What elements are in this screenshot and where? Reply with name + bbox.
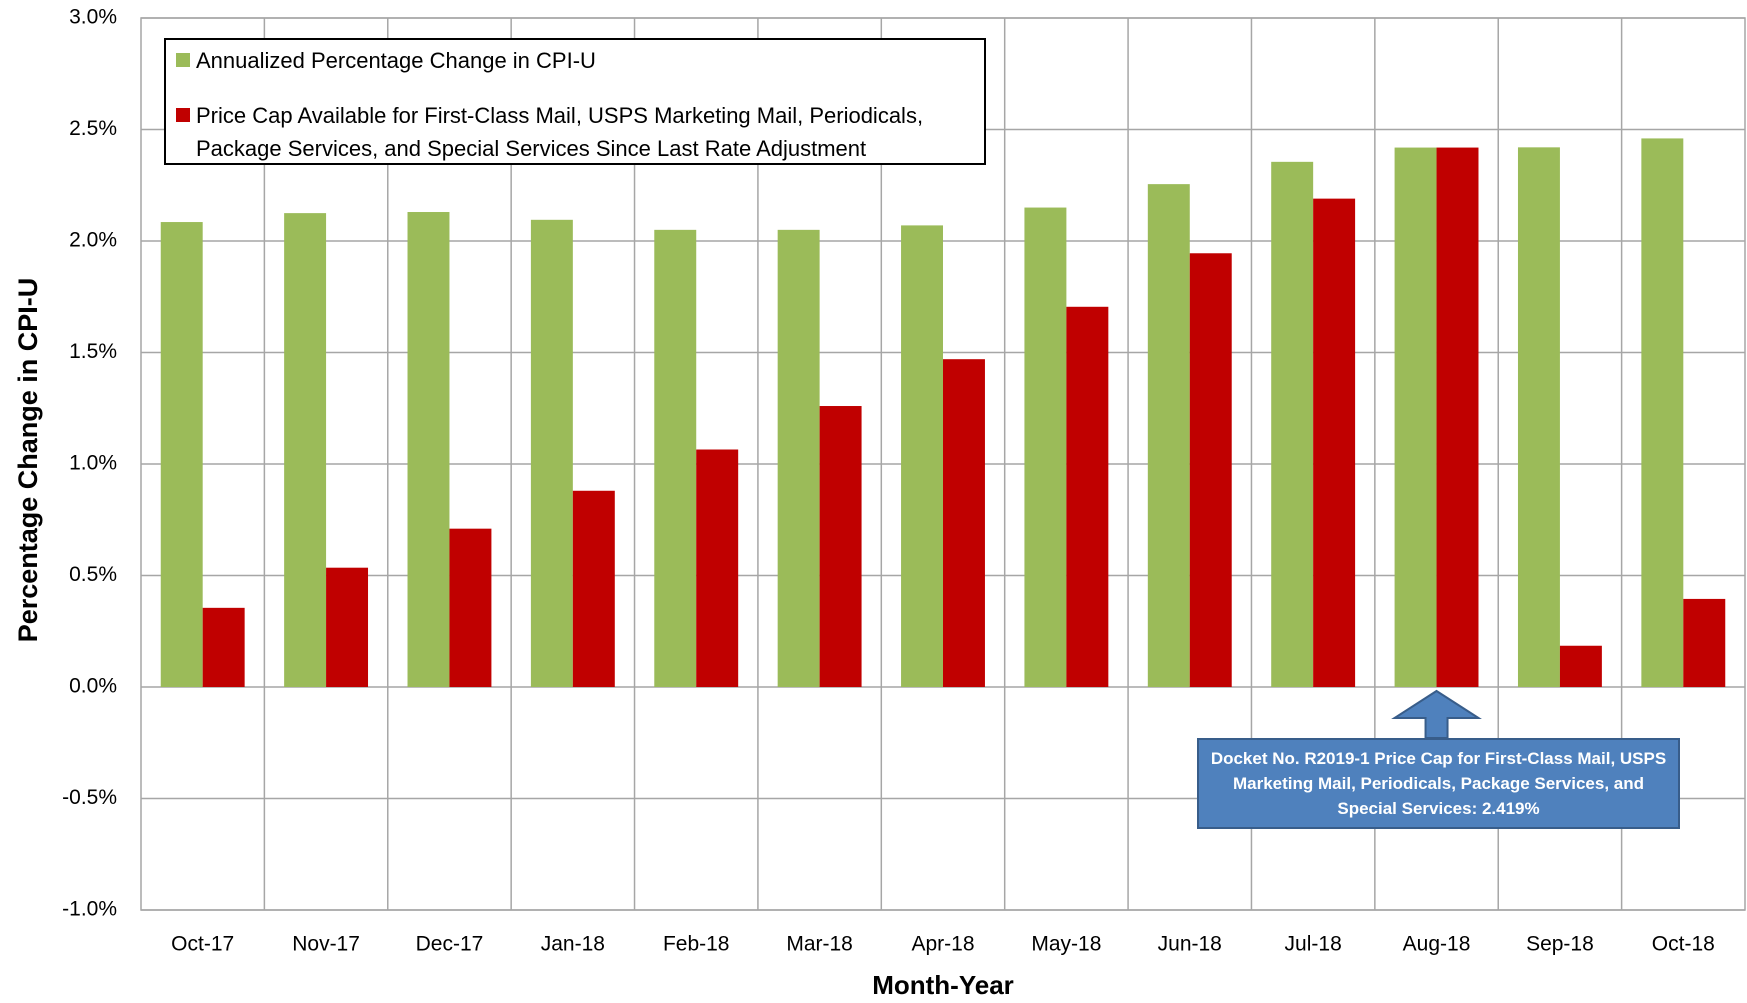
bar [530, 219, 573, 687]
y-tick-label: 3.0% [69, 6, 117, 29]
bar [1517, 147, 1560, 688]
bar [1066, 306, 1109, 687]
x-tick-label: Dec-17 [416, 933, 484, 956]
x-tick-label: Feb-18 [663, 933, 730, 956]
legend-swatch [176, 108, 190, 122]
plot-border [140, 17, 1746, 911]
bar [1436, 147, 1479, 688]
y-tick-label: -0.5% [62, 786, 117, 809]
bar [654, 229, 697, 687]
y-tick-label: 1.5% [69, 340, 117, 363]
annotation: Docket No. R2019-1 Price Cap for First-C… [1197, 738, 1680, 829]
bar [202, 607, 245, 687]
bar [326, 567, 369, 687]
y-axis-title: Percentage Change in CPI-U [13, 278, 43, 643]
bar [1313, 198, 1356, 687]
legend-swatch [176, 53, 190, 67]
bar [1271, 161, 1314, 687]
y-tick-label: 0.5% [69, 563, 117, 586]
bar [284, 213, 327, 687]
bar [572, 490, 615, 687]
x-tick-label: Nov-17 [292, 933, 360, 956]
bar [407, 212, 450, 687]
legend: Annualized Percentage Change in CPI-U Pri… [164, 38, 986, 165]
bar [449, 528, 492, 687]
x-tick-label: Apr-18 [911, 933, 974, 956]
x-axis-title: Month-Year [872, 970, 1014, 1000]
x-tick-label: Sep-18 [1526, 933, 1594, 956]
legend-label: Price Cap Available for First-Class Mail… [196, 103, 924, 161]
y-tick-label: 1.0% [69, 452, 117, 475]
legend-label: Annualized Percentage Change in CPI-U [196, 48, 596, 73]
y-tick-label: 2.0% [69, 229, 117, 252]
bar [1559, 645, 1602, 687]
y-tick-label: -1.0% [62, 898, 117, 921]
x-tick-label: Oct-17 [171, 933, 234, 956]
bar [819, 406, 862, 687]
bar [696, 449, 739, 687]
x-tick-label: Mar-18 [786, 933, 853, 956]
bar [1189, 253, 1232, 687]
legend-item: Price Cap Available for First-Class Mail… [176, 99, 974, 165]
bar [160, 222, 203, 688]
bar [901, 225, 943, 687]
bar [943, 359, 985, 687]
x-tick-label: Aug-18 [1403, 933, 1471, 956]
x-tick-label: Oct-18 [1652, 933, 1715, 956]
bar [1394, 147, 1437, 688]
bar [1024, 207, 1067, 688]
y-tick-label: 2.5% [69, 117, 117, 140]
x-tick-label: Jun-18 [1158, 933, 1222, 956]
x-tick-label: Jul-18 [1285, 933, 1342, 956]
bar [777, 229, 820, 687]
bar [1683, 598, 1726, 687]
legend-item: Annualized Percentage Change in CPI-U [176, 44, 974, 77]
y-tick-label: 0.0% [69, 675, 117, 698]
bar [1641, 138, 1684, 688]
x-tick-label: May-18 [1031, 933, 1101, 956]
x-tick-label: Jan-18 [541, 933, 605, 956]
bar [1147, 184, 1190, 687]
annotation-arrow [1391, 689, 1482, 739]
